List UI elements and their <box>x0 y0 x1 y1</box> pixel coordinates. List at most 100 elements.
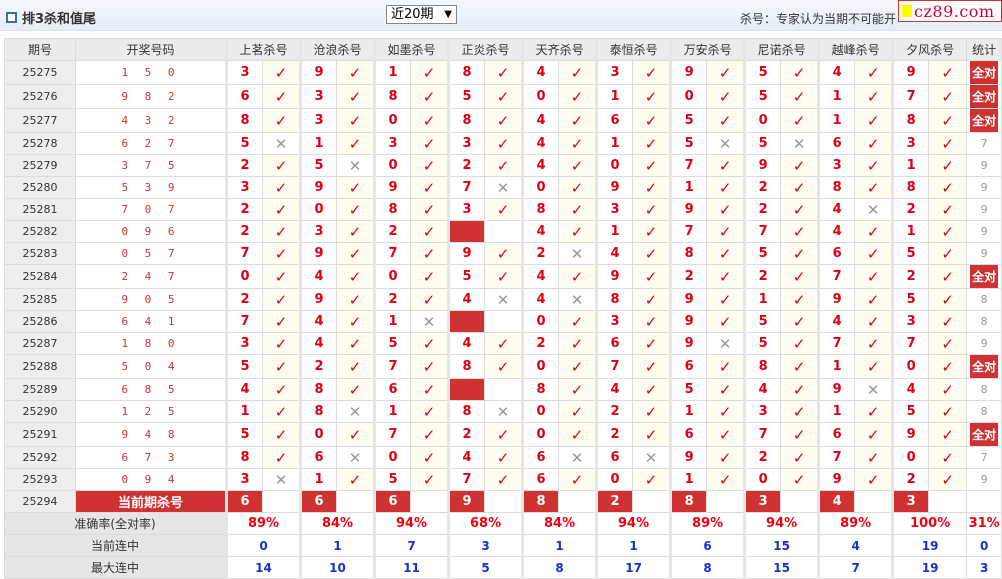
streak-value: 4 <box>817 534 894 557</box>
issue-cell: 25275 <box>4 60 76 85</box>
draw-number: 3 7 5 <box>75 154 227 177</box>
kill-number: 9 <box>595 264 634 289</box>
kill-number: 8 <box>447 354 486 379</box>
kill-number: 0 <box>299 198 338 221</box>
issue-cell: 25284 <box>4 264 76 289</box>
all-correct-badge: 全对 <box>970 355 999 378</box>
check-icon: ✓ <box>336 288 376 311</box>
check-icon: ✓ <box>706 378 746 401</box>
accuracy-value: 94% <box>373 512 450 535</box>
draw-number: 2 4 7 <box>75 264 227 289</box>
kill-number: 1 <box>891 220 930 243</box>
kill-number: 2 <box>373 220 412 243</box>
check-icon: ✓ <box>410 422 450 447</box>
table-row: 25293 0 9 4 3 ✕ 1 ✓ 5 ✓ 7 ✓ 6 ✓ 0 ✓ 1 ✓ 0 ✓ 9 ✓ 2 ✓ 9 <box>4 468 1002 491</box>
check-icon: ✓ <box>780 154 820 177</box>
kill-number: 6 <box>595 108 634 133</box>
kill-number: 2 <box>225 288 263 311</box>
check-icon: ✓ <box>336 310 376 333</box>
check-icon: ✓ <box>706 422 746 447</box>
check-icon: ✓ <box>484 354 524 379</box>
check-icon: ✓ <box>632 176 672 199</box>
kill-number: 6 <box>817 422 856 447</box>
cross-icon: ✕ <box>854 378 894 401</box>
check-icon: ✓ <box>484 84 524 109</box>
check-icon: ✓ <box>336 422 376 447</box>
stat-cell: 7 <box>966 132 1002 155</box>
check-icon: ✓ <box>558 310 598 333</box>
cross-icon: ✕ <box>261 468 302 491</box>
check-icon: ✓ <box>854 154 894 177</box>
kill-number: 6 <box>225 84 263 109</box>
kill-number: 0 <box>521 176 560 199</box>
check-icon: ✓ <box>780 310 820 333</box>
kill-number: 2 <box>521 242 560 265</box>
check-icon: ✓ <box>261 242 302 265</box>
issue-cell: 25282 <box>4 220 76 243</box>
check-icon: ✓ <box>336 132 376 155</box>
check-icon: ✓ <box>928 60 968 85</box>
kill-number: 2 <box>669 264 708 289</box>
current-kill-number: 3 <box>891 490 930 513</box>
kill-number: 6 <box>817 242 856 265</box>
issue-cell: 25287 <box>4 332 76 355</box>
max-value: 17 <box>595 556 672 579</box>
kill-number: 4 <box>521 220 560 243</box>
draw-number: 5 0 4 <box>75 354 227 379</box>
stat-cell: 9 <box>966 220 1002 243</box>
table-row: 25289 6 8 5 4 ✓ 8 ✓ 6 ✓ 8 ✓ 4 ✓ 5 ✓ 4 ✓ 9 ✕ 4 ✓ 8 <box>4 378 1002 401</box>
streak-value: 6 <box>669 534 746 557</box>
kill-number: 9 <box>817 468 856 491</box>
check-icon: ✓ <box>336 264 376 289</box>
cross-icon: ✕ <box>632 446 672 469</box>
kill-number: 5 <box>743 310 782 333</box>
kill-number: 3 <box>225 468 263 491</box>
check-icon: ✓ <box>780 288 820 311</box>
kill-number: 4 <box>447 332 486 355</box>
kill-number: 9 <box>891 60 930 85</box>
kill-number: 1 <box>595 220 634 243</box>
kill-number: 8 <box>447 60 486 85</box>
row-label: 最大连中 <box>4 556 227 579</box>
check-icon: ✓ <box>706 154 746 177</box>
row-label: 准确率(全对率) <box>4 512 227 535</box>
kill-number: 9 <box>299 60 338 85</box>
kill-number: 7 <box>817 446 856 469</box>
all-correct-badge: 全对 <box>970 423 999 446</box>
streak-value: 0 <box>224 534 302 557</box>
check-icon: ✓ <box>780 60 820 85</box>
check-icon: ✓ <box>854 354 894 379</box>
kill-number: 8 <box>373 198 412 221</box>
stat-cell: 全对 <box>966 84 1002 109</box>
kill-number: 0 <box>299 422 338 447</box>
issue-cell: 25279 <box>4 154 76 177</box>
kill-number: 2 <box>743 198 782 221</box>
max-value: 11 <box>373 556 450 579</box>
accuracy-value: 94% <box>743 512 820 535</box>
check-icon: ✓ <box>928 108 968 133</box>
kill-number: 9 <box>669 198 708 221</box>
check-icon: ✓ <box>706 288 746 311</box>
issue-cell: 25292 <box>4 446 76 469</box>
check-icon: ✓ <box>261 288 302 311</box>
check-icon: ✓ <box>928 132 968 155</box>
streak-value: 1 <box>299 534 376 557</box>
cross-icon: ✕ <box>484 176 524 199</box>
check-icon: ✓ <box>928 264 968 289</box>
kill-number: 1 <box>299 132 338 155</box>
kill-number: 4 <box>743 378 782 401</box>
kill-number: 0 <box>595 468 634 491</box>
check-icon: ✓ <box>632 154 672 177</box>
kill-number: 5 <box>669 378 708 401</box>
stat-cell: 8 <box>966 378 1002 401</box>
kill-number: 4 <box>521 132 560 155</box>
kill-table: 期号 开奖号码 上茗杀号 沧浪杀号 如墨杀号 正炎杀号 天齐杀号 泰恒杀号 万安杀号 尼诺杀号 越峰… <box>4 38 1002 579</box>
kill-number: 4 <box>299 264 338 289</box>
kill-number: 8 <box>373 84 412 109</box>
kill-number: 0 <box>373 154 412 177</box>
max-value: 3 <box>966 556 1002 579</box>
empty-cell <box>261 490 302 513</box>
max-value: 8 <box>521 556 598 579</box>
check-icon: ✓ <box>632 220 672 243</box>
period-select[interactable]: 近20期 ▼ <box>386 5 457 24</box>
